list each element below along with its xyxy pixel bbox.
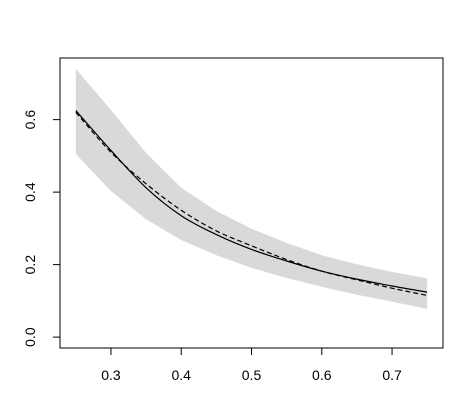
y-tick-label: 0.4 <box>22 182 38 202</box>
x-tick-label: 0.3 <box>101 367 121 383</box>
y-tick-label: 0.6 <box>22 110 38 130</box>
x-tick-label: 0.6 <box>312 367 332 383</box>
x-tick-label: 0.4 <box>171 367 191 383</box>
y-tick-label: 0.2 <box>22 255 38 275</box>
series-line-solid <box>75 110 428 293</box>
confidence-band <box>75 68 428 309</box>
series-line-dashed <box>75 111 428 297</box>
x-tick-label: 0.7 <box>382 367 402 383</box>
plot-frame <box>59 57 444 349</box>
x-tick-label: 0.5 <box>242 367 262 383</box>
y-tick-label: 0.0 <box>22 327 38 347</box>
